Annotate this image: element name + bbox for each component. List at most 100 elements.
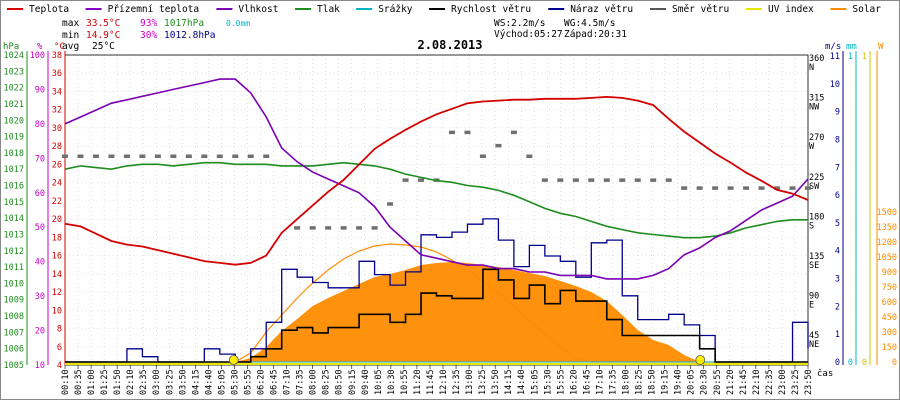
- x-tick-label: 06:45: [270, 369, 280, 395]
- axis-unit-celsius: °C: [54, 42, 65, 52]
- axis-tick-w: 600: [882, 298, 897, 308]
- axis-tick-ms: 3: [835, 275, 840, 285]
- x-tick-label: 20:55: [713, 369, 723, 395]
- wind-dir-dot: [402, 178, 409, 182]
- stat-min-temp: 14.9°C: [86, 30, 120, 41]
- axis-tick-ms: 0: [835, 358, 840, 368]
- x-tick-label: 07:35: [296, 369, 306, 395]
- wind-dir-dot: [294, 226, 301, 230]
- legend-label-hum: Vlhkost: [238, 4, 278, 15]
- axis-tick-pct: 40: [35, 258, 45, 268]
- axis-tick-hpa: 1020: [4, 116, 24, 126]
- axis-tick-celsius: 38: [52, 51, 62, 61]
- wind-dir-dot: [232, 154, 239, 159]
- axis-tick-hpa: 1019: [4, 133, 24, 143]
- axis-tick-hpa: 1021: [4, 100, 24, 110]
- axis-tick-pct: 60: [35, 189, 45, 199]
- axis-tick-hpa: 1024: [4, 51, 24, 61]
- axis-tick-celsius: 24: [52, 179, 62, 189]
- axis-tick-celsius: 12: [52, 288, 62, 298]
- axis-tick-ms: 1: [835, 330, 840, 340]
- axis-tick-hpa: 1016: [4, 182, 24, 192]
- axis-tick-celsius: 34: [52, 87, 62, 97]
- wind-dir-dot: [743, 186, 750, 190]
- axis-tick-hpa: 1010: [4, 279, 24, 289]
- x-tick-label: 10:55: [400, 369, 410, 395]
- x-tick-label: 18:50: [648, 369, 658, 395]
- axis-tick-celsius: 4: [57, 361, 62, 371]
- wind-dir-dot: [170, 154, 177, 159]
- wind-dir-dot: [387, 202, 394, 206]
- dir-tick-deg: 315: [809, 94, 824, 104]
- wind-dir-dot: [665, 178, 672, 182]
- axis-tick-pct: 10: [35, 361, 45, 371]
- x-tick-label: 00:35: [74, 369, 84, 395]
- wind-dir-dot: [805, 186, 811, 190]
- x-tick-label: 09:15: [348, 369, 358, 395]
- wind-dir-dot: [479, 154, 486, 159]
- axis-tick-ms: 5: [835, 219, 840, 229]
- axis-tick-w: 450: [882, 313, 897, 323]
- wind-speed-line: [65, 268, 808, 363]
- x-tick-label: 12:35: [452, 369, 462, 395]
- axis-unit-hpa: hPa: [3, 42, 19, 52]
- x-tick-label: 01:00: [87, 369, 97, 395]
- dir-tick-code: NW: [809, 103, 820, 113]
- wind-dir-dot: [557, 178, 564, 182]
- stat-min-label: min: [62, 30, 79, 41]
- axis-tick-pct: 30: [35, 292, 45, 302]
- x-tick-label: 10:30: [387, 369, 397, 395]
- wind-dir-dot: [541, 178, 548, 182]
- axis-tick-pct: 80: [35, 120, 45, 130]
- dir-tick-deg: 225: [809, 173, 824, 183]
- legend-label-temp: Teplota: [29, 4, 69, 15]
- wind-dir-dot: [123, 154, 130, 159]
- axis-tick-w: 1050: [877, 253, 897, 263]
- stat-avg-temp: 25°C: [92, 41, 115, 52]
- wind-dir-dot: [309, 226, 316, 230]
- stat-min-hum: 30%: [140, 30, 157, 41]
- wind-dir-dot: [603, 178, 610, 182]
- dir-tick-code: SE: [809, 261, 819, 271]
- stat-avg-label: avg: [62, 41, 79, 52]
- axis-tick-w: 300: [882, 328, 897, 338]
- axis-unit-pct: %: [37, 42, 43, 52]
- stat-sunset: Západ:20:31: [564, 29, 627, 40]
- legend-label-feels: Přízemní teplota: [108, 4, 200, 15]
- stat-min-press: 1012.8hPa: [164, 30, 215, 41]
- axis-tick-w: 150: [882, 343, 897, 353]
- stat-ws: WS:2.2m/s: [494, 18, 545, 29]
- wind-dir-dot: [727, 186, 734, 190]
- x-tick-label: 23:25: [791, 369, 801, 395]
- x-tick-label: 19:15: [661, 369, 671, 395]
- wind-dir-dot: [62, 154, 68, 159]
- x-tick-label: 23:00: [778, 369, 788, 395]
- axis-tick-pct: 100: [30, 51, 45, 61]
- x-tick-label: 15:05: [530, 369, 540, 395]
- x-tick-label: 08:50: [335, 369, 345, 395]
- wind-dir-dot: [588, 178, 595, 182]
- dir-tick-deg: 180: [809, 212, 824, 222]
- axis-tick-celsius: 8: [57, 325, 62, 335]
- sunrise-marker: [228, 355, 239, 365]
- axis-tick-hpa: 1005: [4, 361, 24, 371]
- x-tick-label: 03:25: [165, 369, 175, 395]
- x-tick-label: 01:50: [113, 369, 123, 395]
- axis-tick-hpa: 1022: [4, 84, 24, 94]
- axis-tick-uv: 1: [862, 52, 867, 62]
- axis-tick-ms: 9: [835, 108, 840, 118]
- wind-dir-dot: [510, 130, 517, 135]
- x-axis-label: čas: [817, 368, 833, 379]
- x-tick-label: 05:05: [217, 369, 227, 395]
- axis-tick-celsius: 32: [52, 106, 62, 116]
- wind-dir-dot: [92, 154, 99, 159]
- x-tick-label: 14:15: [504, 369, 514, 395]
- wind-dir-dot: [418, 178, 425, 182]
- wind-dir-dot: [371, 226, 378, 230]
- x-tick-label: 20:05: [687, 369, 697, 395]
- axis-tick-hpa: 1023: [4, 67, 24, 77]
- axis-tick-celsius: 14: [52, 270, 62, 280]
- wind-dir-dot: [325, 226, 332, 230]
- x-tick-label: 00:10: [61, 369, 71, 395]
- x-tick-label: 04:15: [191, 369, 201, 395]
